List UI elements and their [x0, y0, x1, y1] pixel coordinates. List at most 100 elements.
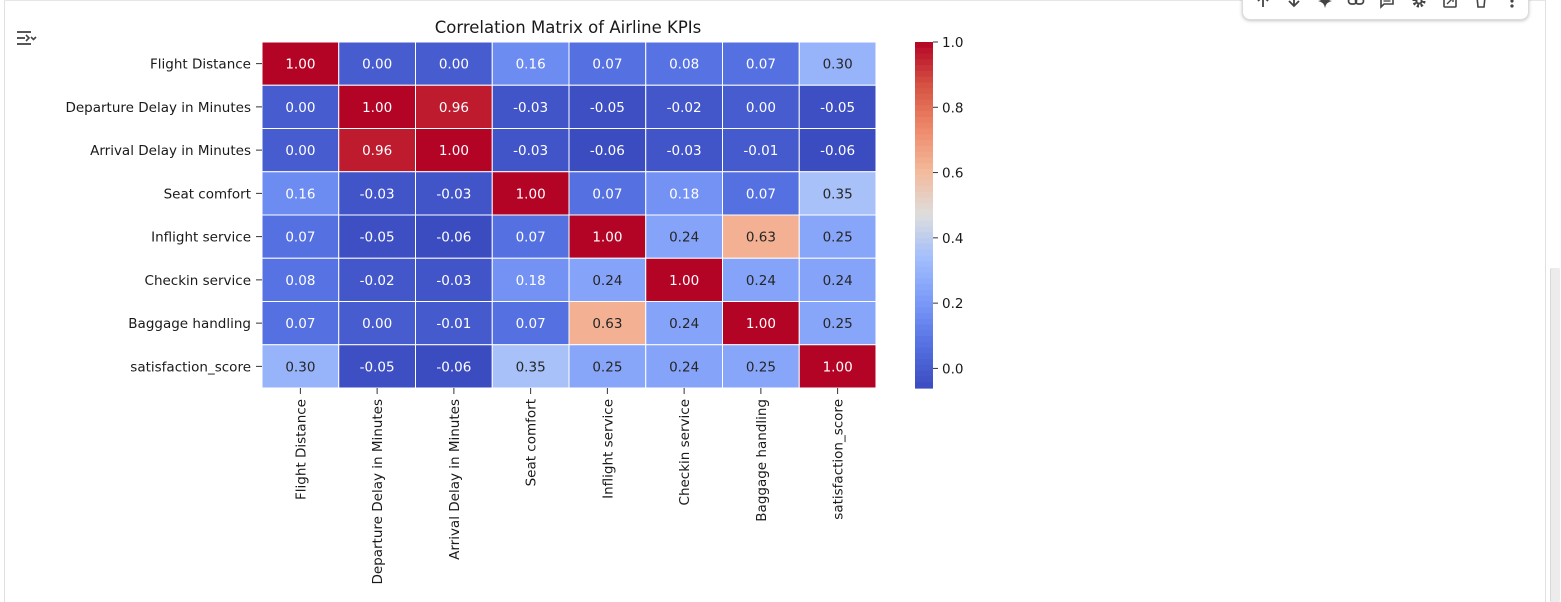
heatmap-cell	[338, 41, 416, 86]
cell-annotation: 0.96	[362, 143, 392, 159]
colorbar-segment	[915, 140, 933, 147]
colorbar-segment	[915, 53, 933, 60]
colorbar-segment	[915, 313, 933, 320]
colorbar-segment	[915, 359, 933, 366]
cell-annotation: 0.24	[669, 316, 699, 332]
heatmap-cell	[338, 214, 416, 259]
colorbar-segment	[915, 307, 933, 314]
colorbar-segment	[915, 289, 933, 297]
heatmap-cell	[722, 344, 800, 389]
cell-annotation: 0.07	[746, 57, 776, 73]
cell-annotation: -0.01	[743, 143, 778, 159]
cell-annotation: -0.03	[436, 273, 471, 289]
cell-annotation: 0.07	[516, 230, 546, 246]
colorbar-segment	[915, 88, 933, 95]
colorbar-segment	[915, 42, 933, 49]
cell-annotation: 1.00	[285, 57, 315, 73]
gear-icon[interactable]	[1403, 0, 1434, 11]
x-tick-label: Arrival Delay in Minutes	[447, 399, 463, 560]
heatmap-cell	[798, 301, 877, 346]
colorbar-tick-label: 1.0	[942, 35, 963, 51]
heatmap-cell	[568, 84, 647, 129]
cell-annotation: 0.96	[439, 100, 469, 116]
heatmap-cell	[798, 41, 877, 86]
cell-divider	[4, 0, 1546, 1]
heatmap-cell	[415, 344, 493, 389]
colorbar-segment	[915, 76, 933, 83]
mirror-icon[interactable]	[1434, 0, 1465, 11]
cell-annotation: -0.05	[590, 100, 625, 116]
cell-annotation: -0.03	[360, 186, 395, 202]
sparkle-icon[interactable]	[1309, 0, 1340, 11]
colorbar-segment	[915, 128, 933, 135]
cell-annotation: 0.24	[823, 273, 853, 289]
cell-annotation: -0.06	[590, 143, 625, 159]
colorbar-segment	[915, 186, 933, 193]
y-tick-label: Seat comfort	[164, 186, 251, 202]
colorbar-segment	[915, 261, 933, 268]
colorbar-segment	[915, 47, 933, 55]
colorbar-segment	[915, 203, 933, 210]
cell-annotation: 0.24	[669, 230, 699, 246]
colorbar-segment	[915, 145, 933, 153]
scrollbar-thumb[interactable]	[1550, 268, 1560, 602]
cell-annotation: 0.00	[439, 57, 469, 73]
link-icon[interactable]	[1341, 0, 1372, 11]
cell-annotation: -0.03	[667, 143, 702, 159]
colorbar-segment	[915, 318, 933, 326]
cell-annotation: -0.06	[436, 230, 471, 246]
output-toggle-icon[interactable]	[14, 27, 38, 49]
heatmap-cell	[491, 128, 570, 173]
cell-annotation: -0.06	[436, 359, 471, 375]
colorbar-segment	[915, 370, 933, 378]
cell-annotation: 0.63	[592, 316, 622, 332]
colorbar-tick-label: 0.2	[942, 296, 963, 312]
colorbar-segment	[915, 301, 933, 308]
y-tick-label: satisfaction_score	[130, 359, 251, 375]
x-tick-label: satisfaction_score	[831, 399, 847, 520]
comment-icon[interactable]	[1372, 0, 1403, 11]
colorbar-segment	[915, 353, 933, 360]
colorbar-segment	[915, 232, 933, 239]
cell-annotation: 0.24	[592, 273, 622, 289]
heatmap-cell	[645, 171, 723, 216]
heatmap-cell	[645, 257, 723, 302]
cell-annotation: 0.07	[592, 57, 622, 73]
colorbar-segment	[915, 347, 933, 354]
cell-annotation: 0.00	[362, 57, 392, 73]
heatmap-cell	[798, 128, 877, 173]
heatmap-cell	[491, 344, 570, 389]
heatmap-cell	[722, 257, 800, 302]
move-up-icon[interactable]	[1247, 0, 1278, 11]
heatmap-cell	[415, 171, 493, 216]
colorbar-segment	[915, 82, 933, 89]
more-vert-icon[interactable]	[1497, 0, 1528, 11]
cell-annotation: 0.30	[285, 359, 315, 375]
cell-annotation: 0.24	[669, 359, 699, 375]
colorbar-segment	[915, 295, 933, 303]
trash-icon[interactable]	[1466, 0, 1497, 11]
cell-annotation: 0.08	[285, 273, 315, 289]
cell-annotation: 1.00	[746, 316, 776, 332]
colorbar-segment	[915, 382, 933, 389]
heatmap-cell	[568, 128, 647, 173]
cell-annotation: 0.25	[592, 359, 622, 375]
cell-annotation: -0.03	[513, 143, 548, 159]
move-down-icon[interactable]	[1278, 0, 1309, 11]
heatmap-cell	[261, 257, 340, 302]
cell-annotation: 0.18	[516, 273, 546, 289]
cell-annotation: 1.00	[823, 359, 853, 375]
colorbar-segment	[915, 191, 933, 199]
cell-annotation: 1.00	[439, 143, 469, 159]
heatmap-cell	[261, 301, 340, 346]
cell-annotation: 0.16	[516, 57, 546, 73]
colorbar-segment	[915, 238, 933, 245]
x-tick-label: Checkin service	[677, 399, 693, 505]
colorbar-segment	[915, 284, 933, 291]
colorbar-segment	[915, 255, 933, 262]
heatmap-cell	[491, 84, 570, 129]
heatmap-cell	[491, 41, 570, 86]
heatmap-cell	[568, 171, 647, 216]
cell-annotation: 1.00	[592, 230, 622, 246]
